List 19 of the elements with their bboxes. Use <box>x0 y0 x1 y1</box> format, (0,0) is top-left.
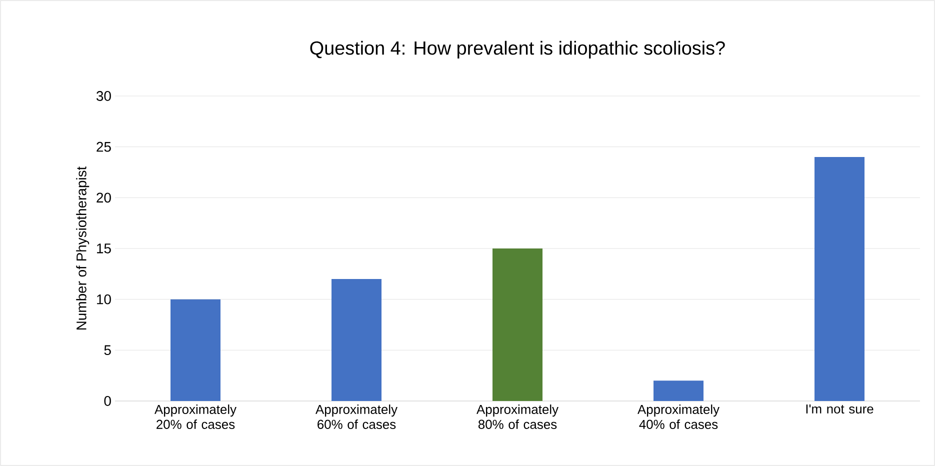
x-tick-label: Approximately 60% of cases <box>316 404 398 429</box>
bar <box>814 156 865 401</box>
x-tick-label: Approximately 20% of cases <box>154 404 236 429</box>
x-tick-label: I'm not sure <box>806 404 874 414</box>
chart-title: Question 4: How prevalent is idiopathic scoliosis? <box>310 40 725 58</box>
y-tick-label: 5 <box>104 345 111 356</box>
y-tick-label: 15 <box>97 244 111 254</box>
y-tick-label: 25 <box>96 142 111 152</box>
x-tick-label: Approximately 40% of cases <box>638 404 720 429</box>
x-tick-label: Approximately 80% of cases <box>476 404 558 429</box>
y-tick-label: 0 <box>104 396 111 406</box>
y-axis-title: Number of Physiotherapist <box>76 166 90 330</box>
bar <box>170 299 220 401</box>
bar <box>332 279 382 401</box>
y-tick-label: 30 <box>96 91 111 101</box>
y-tick-label: 10 <box>97 294 111 304</box>
bar <box>654 380 704 401</box>
y-tick-label: 20 <box>96 192 111 203</box>
bar <box>492 248 543 401</box>
